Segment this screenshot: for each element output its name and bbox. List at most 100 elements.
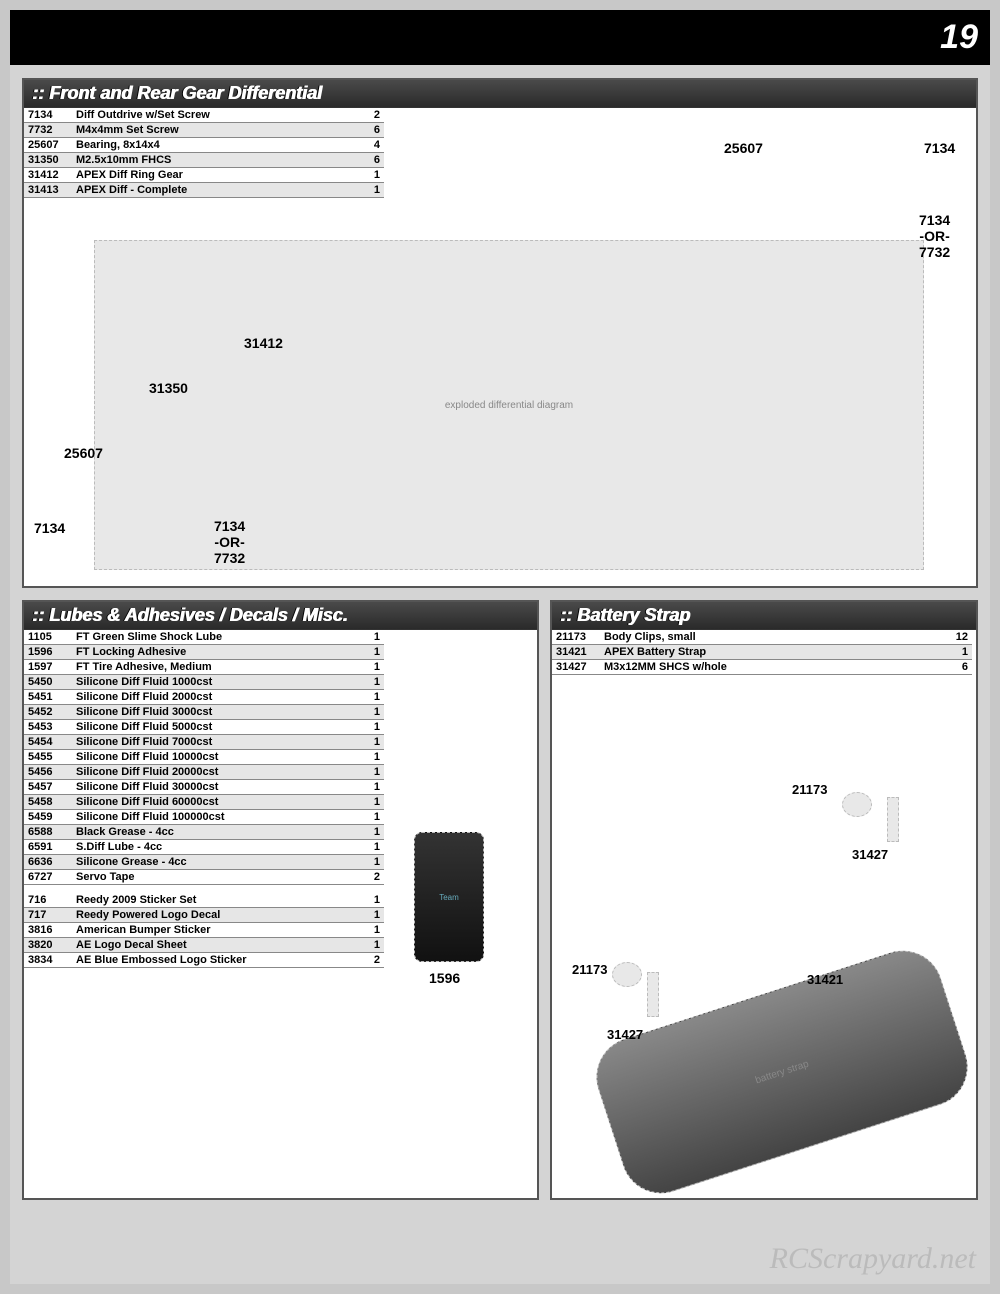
- part-desc: Silicone Diff Fluid 20000cst: [72, 765, 354, 780]
- table-row: 716 Reedy 2009 Sticker Set 1: [24, 893, 384, 908]
- parts-table-battery: 21173 Body Clips, small 12 31421 APEX Ba…: [552, 630, 972, 675]
- table-row: 5455 Silicone Diff Fluid 10000cst 1: [24, 750, 384, 765]
- part-desc: AE Blue Embossed Logo Sticker: [72, 952, 354, 967]
- part-qty: 1: [354, 690, 384, 705]
- part-qty: 1: [354, 937, 384, 952]
- part-number: 5451: [24, 690, 72, 705]
- table-row: 31421 APEX Battery Strap 1: [552, 645, 972, 660]
- part-number: 1105: [24, 630, 72, 645]
- table-row: 717 Reedy Powered Logo Decal 1: [24, 907, 384, 922]
- part-desc: Silicone Diff Fluid 30000cst: [72, 780, 354, 795]
- label-7134-or-7732-top: 7134 -OR- 7732: [919, 212, 950, 260]
- part-qty: 4: [354, 138, 384, 153]
- table-row: 1105 FT Green Slime Shock Lube 1: [24, 630, 384, 645]
- part-qty: 1: [354, 168, 384, 183]
- part-qty: 1: [354, 720, 384, 735]
- part-desc: Diff Outdrive w/Set Screw: [72, 108, 354, 123]
- part-number: 5450: [24, 675, 72, 690]
- part-number: 3820: [24, 937, 72, 952]
- panel-title: :: Lubes & Adhesives / Decals / Misc.: [24, 602, 537, 630]
- part-number: 31427: [552, 660, 600, 675]
- part-qty: 1: [354, 795, 384, 810]
- part-qty: 12: [942, 630, 972, 645]
- part-number: 5457: [24, 780, 72, 795]
- table-row: 5458 Silicone Diff Fluid 60000cst 1: [24, 795, 384, 810]
- table-row: 5459 Silicone Diff Fluid 100000cst 1: [24, 810, 384, 825]
- part-number: 31412: [24, 168, 72, 183]
- label-7134-bottom: 7134: [34, 520, 65, 536]
- part-desc: Reedy Powered Logo Decal: [72, 907, 354, 922]
- table-row: 1596 FT Locking Adhesive 1: [24, 645, 384, 660]
- part-desc: FT Green Slime Shock Lube: [72, 630, 354, 645]
- part-qty: 1: [354, 705, 384, 720]
- part-number: 3816: [24, 922, 72, 937]
- part-number: 31413: [24, 183, 72, 198]
- table-row: 3820 AE Logo Decal Sheet 1: [24, 937, 384, 952]
- table-row: 1597 FT Tire Adhesive, Medium 1: [24, 660, 384, 675]
- part-number: 6636: [24, 855, 72, 870]
- part-number: 5458: [24, 795, 72, 810]
- label-31412: 31412: [244, 335, 283, 351]
- part-number: 31350: [24, 153, 72, 168]
- label-31421: 31421: [807, 972, 843, 987]
- part-number: 5455: [24, 750, 72, 765]
- table-row: 3834 AE Blue Embossed Logo Sticker 2: [24, 952, 384, 967]
- table-row: 5453 Silicone Diff Fluid 5000cst 1: [24, 720, 384, 735]
- part-qty: 1: [354, 840, 384, 855]
- part-number: 7134: [24, 108, 72, 123]
- part-qty: 1: [354, 735, 384, 750]
- bottle-label: Team: [439, 893, 459, 902]
- table-row: 31412 APEX Diff Ring Gear 1: [24, 168, 384, 183]
- part-desc: M3x12MM SHCS w/hole: [600, 660, 942, 675]
- part-desc: Black Grease - 4cc: [72, 825, 354, 840]
- part-qty: 6: [354, 123, 384, 138]
- table-row: 6591 S.Diff Lube - 4cc 1: [24, 840, 384, 855]
- part-qty: 1: [354, 750, 384, 765]
- part-qty: 1: [354, 675, 384, 690]
- part-number: 3834: [24, 952, 72, 967]
- part-qty: 1: [354, 893, 384, 908]
- part-qty: 1: [354, 630, 384, 645]
- part-number: 1596: [24, 645, 72, 660]
- table-row: 5457 Silicone Diff Fluid 30000cst 1: [24, 780, 384, 795]
- part-desc: M4x4mm Set Screw: [72, 123, 354, 138]
- part-desc: Silicone Diff Fluid 3000cst: [72, 705, 354, 720]
- parts-table-lubes: 1105 FT Green Slime Shock Lube 1 1596 FT…: [24, 630, 384, 968]
- part-desc: M2.5x10mm FHCS: [72, 153, 354, 168]
- table-row: 31413 APEX Diff - Complete 1: [24, 183, 384, 198]
- table-row: 6588 Black Grease - 4cc 1: [24, 825, 384, 840]
- table-row: 5450 Silicone Diff Fluid 1000cst 1: [24, 675, 384, 690]
- part-qty: 1: [942, 645, 972, 660]
- part-desc: APEX Diff Ring Gear: [72, 168, 354, 183]
- table-row: 6636 Silicone Grease - 4cc 1: [24, 855, 384, 870]
- clip-illustration-top: [842, 792, 872, 817]
- part-number: 6727: [24, 870, 72, 885]
- clip-illustration-bottom: [612, 962, 642, 987]
- part-desc: Silicone Diff Fluid 1000cst: [72, 675, 354, 690]
- label-7134-top: 7134: [924, 140, 955, 156]
- table-row: 3816 American Bumper Sticker 1: [24, 922, 384, 937]
- part-desc: Servo Tape: [72, 870, 354, 885]
- part-desc: Silicone Diff Fluid 2000cst: [72, 690, 354, 705]
- part-number: 5452: [24, 705, 72, 720]
- table-row: 21173 Body Clips, small 12: [552, 630, 972, 645]
- part-number: 6591: [24, 840, 72, 855]
- part-qty: 2: [354, 108, 384, 123]
- watermark: RCScrapyard.net: [770, 1242, 976, 1276]
- part-desc: APEX Battery Strap: [600, 645, 942, 660]
- strap-illustration: battery strap: [586, 940, 978, 1203]
- part-desc: Body Clips, small: [600, 630, 942, 645]
- part-desc: Silicone Diff Fluid 5000cst: [72, 720, 354, 735]
- label-7134-or-7732-bottom: 7134 -OR- 7732: [214, 518, 245, 566]
- part-qty: 1: [354, 907, 384, 922]
- part-qty: 1: [354, 825, 384, 840]
- part-qty: 1: [354, 660, 384, 675]
- part-qty: 1: [354, 183, 384, 198]
- panel-lubes: :: Lubes & Adhesives / Decals / Misc. 11…: [22, 600, 539, 1200]
- table-row: 6727 Servo Tape 2: [24, 870, 384, 885]
- part-qty: 2: [354, 952, 384, 967]
- table-row: 31350 M2.5x10mm FHCS 6: [24, 153, 384, 168]
- page-number: 19: [940, 18, 978, 57]
- table-row: 5452 Silicone Diff Fluid 3000cst 1: [24, 705, 384, 720]
- part-number: 716: [24, 893, 72, 908]
